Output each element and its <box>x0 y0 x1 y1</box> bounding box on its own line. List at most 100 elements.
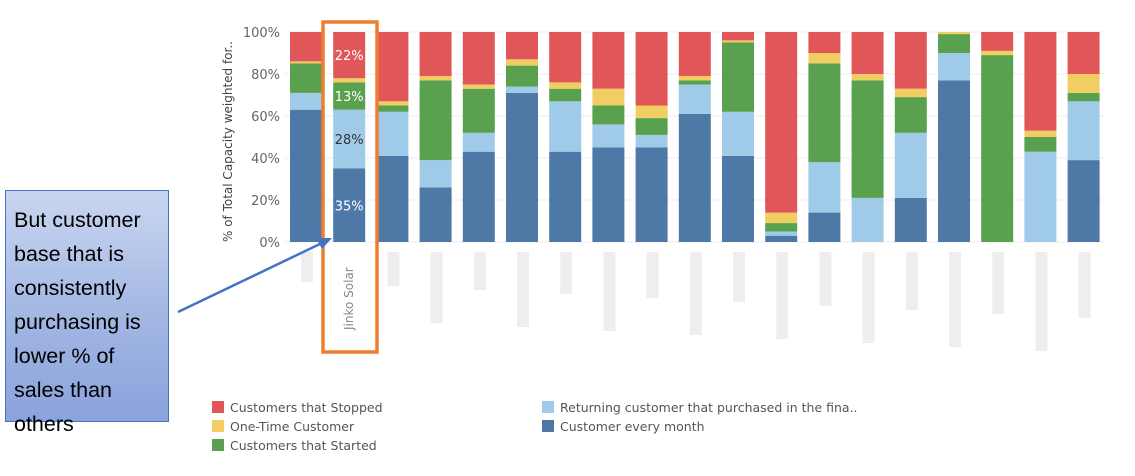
bar-segment[interactable] <box>592 147 625 243</box>
bar-segment[interactable] <box>808 212 841 242</box>
bar-segment[interactable] <box>506 65 538 87</box>
x-axis-labels: Jinko Solar <box>301 252 1091 351</box>
bar-segment[interactable] <box>981 55 1014 242</box>
bar-segment[interactable] <box>981 50 1014 56</box>
bar-segment[interactable] <box>938 34 970 53</box>
bar-segment[interactable] <box>635 147 668 243</box>
bar-segment[interactable] <box>290 61 322 64</box>
bar-segment[interactable] <box>808 53 841 64</box>
bar-segment[interactable] <box>894 97 927 133</box>
bar-segment[interactable] <box>419 160 452 188</box>
bar-segment[interactable] <box>549 101 582 152</box>
bar-segment[interactable] <box>938 53 970 81</box>
legend-swatch <box>212 420 224 432</box>
bar-segment[interactable] <box>808 63 841 163</box>
bar-segment[interactable] <box>678 76 711 81</box>
bar-segment[interactable] <box>678 80 711 85</box>
bar-segment[interactable] <box>1067 92 1100 102</box>
bar-segment[interactable] <box>894 32 927 89</box>
bar-segment[interactable] <box>506 92 538 243</box>
bar-segment[interactable] <box>894 88 927 98</box>
bar-segment[interactable] <box>549 151 582 242</box>
bar-segment[interactable] <box>1067 160 1100 242</box>
bar-segment[interactable] <box>722 111 754 156</box>
bar-segment[interactable] <box>549 88 582 102</box>
bar-segment[interactable] <box>376 32 409 102</box>
bar-segment[interactable] <box>462 151 495 242</box>
bar-segment[interactable] <box>981 32 1014 51</box>
bar-segment[interactable] <box>592 124 625 148</box>
bar-segment[interactable] <box>333 168 366 243</box>
legend-swatch <box>542 401 554 413</box>
bar-segment[interactable] <box>419 80 452 161</box>
bar-segment[interactable] <box>462 32 495 85</box>
bar-segment[interactable] <box>938 80 970 242</box>
bar-segment[interactable] <box>462 132 495 152</box>
bar-segment[interactable] <box>419 76 452 81</box>
bar-segment[interactable] <box>1024 32 1057 131</box>
bar-stack <box>1067 32 1100 242</box>
bar-segment[interactable] <box>592 105 625 125</box>
bar-segment[interactable] <box>635 105 668 119</box>
bar-segment[interactable] <box>333 109 366 169</box>
y-axis-ticks: 0% 20% 40% 60% 80% 100% <box>243 26 280 251</box>
bar-segment[interactable] <box>1067 74 1100 93</box>
bar-segment[interactable] <box>1024 151 1057 242</box>
bar-segment[interactable] <box>808 162 841 213</box>
bar-segment[interactable] <box>678 32 711 77</box>
bar-segment[interactable] <box>462 88 495 133</box>
bar-segment[interactable] <box>722 42 754 112</box>
bar-segment[interactable] <box>376 155 409 242</box>
bar-segment[interactable] <box>592 88 625 106</box>
bar-segment[interactable] <box>1067 32 1100 74</box>
bar-stack <box>765 32 798 242</box>
bar-segment[interactable] <box>938 32 970 35</box>
bar-segment[interactable] <box>635 32 668 106</box>
bar-segment[interactable] <box>290 32 322 62</box>
bar-segment[interactable] <box>290 109 322 242</box>
bars: 35% 28% 13% 22% <box>290 32 1100 243</box>
bar-segment[interactable] <box>635 118 668 135</box>
bar-segment[interactable] <box>851 197 884 242</box>
bar-segment[interactable] <box>678 113 711 243</box>
bar-segment[interactable] <box>549 82 582 89</box>
x-tick-label-redacted <box>646 252 659 298</box>
bar-segment[interactable] <box>894 197 927 242</box>
bar-segment[interactable] <box>894 132 927 198</box>
x-tick-label: Jinko Solar <box>342 267 356 331</box>
bar-segment[interactable] <box>851 32 884 74</box>
bar-segment[interactable] <box>808 32 841 53</box>
bar-segment[interactable] <box>765 223 798 232</box>
bar-segment[interactable] <box>506 59 538 66</box>
bar-segment[interactable] <box>333 32 366 79</box>
bar-segment[interactable] <box>851 80 884 198</box>
bar-segment[interactable] <box>506 86 538 93</box>
legend-label: One-Time Customer <box>230 419 355 434</box>
bar-segment[interactable] <box>635 134 668 148</box>
bar-segment[interactable] <box>722 155 754 242</box>
bar-segment[interactable] <box>1024 137 1057 152</box>
bar-segment[interactable] <box>419 32 452 77</box>
bar-segment[interactable] <box>290 92 322 110</box>
bar-segment[interactable] <box>462 84 495 89</box>
bar-segment[interactable] <box>290 63 322 93</box>
bar-segment[interactable] <box>376 105 409 112</box>
bar-segment[interactable] <box>765 231 798 236</box>
bar-segment[interactable] <box>592 32 625 89</box>
bar-segment[interactable] <box>333 78 366 83</box>
bar-segment[interactable] <box>419 187 452 242</box>
bar-segment[interactable] <box>678 84 711 114</box>
bar-segment[interactable] <box>333 82 366 110</box>
bar-segment[interactable] <box>851 74 884 81</box>
bar-segment[interactable] <box>376 111 409 156</box>
bar-segment[interactable] <box>722 32 754 41</box>
bar-segment[interactable] <box>765 212 798 224</box>
bar-segment[interactable] <box>722 40 754 43</box>
bar-segment[interactable] <box>1067 101 1100 161</box>
bar-segment[interactable] <box>376 101 409 106</box>
bar-segment[interactable] <box>765 32 798 213</box>
bar-segment[interactable] <box>1024 130 1057 137</box>
bar-segment[interactable] <box>506 32 538 60</box>
bar-segment[interactable] <box>549 32 582 83</box>
bar-segment[interactable] <box>765 235 798 242</box>
